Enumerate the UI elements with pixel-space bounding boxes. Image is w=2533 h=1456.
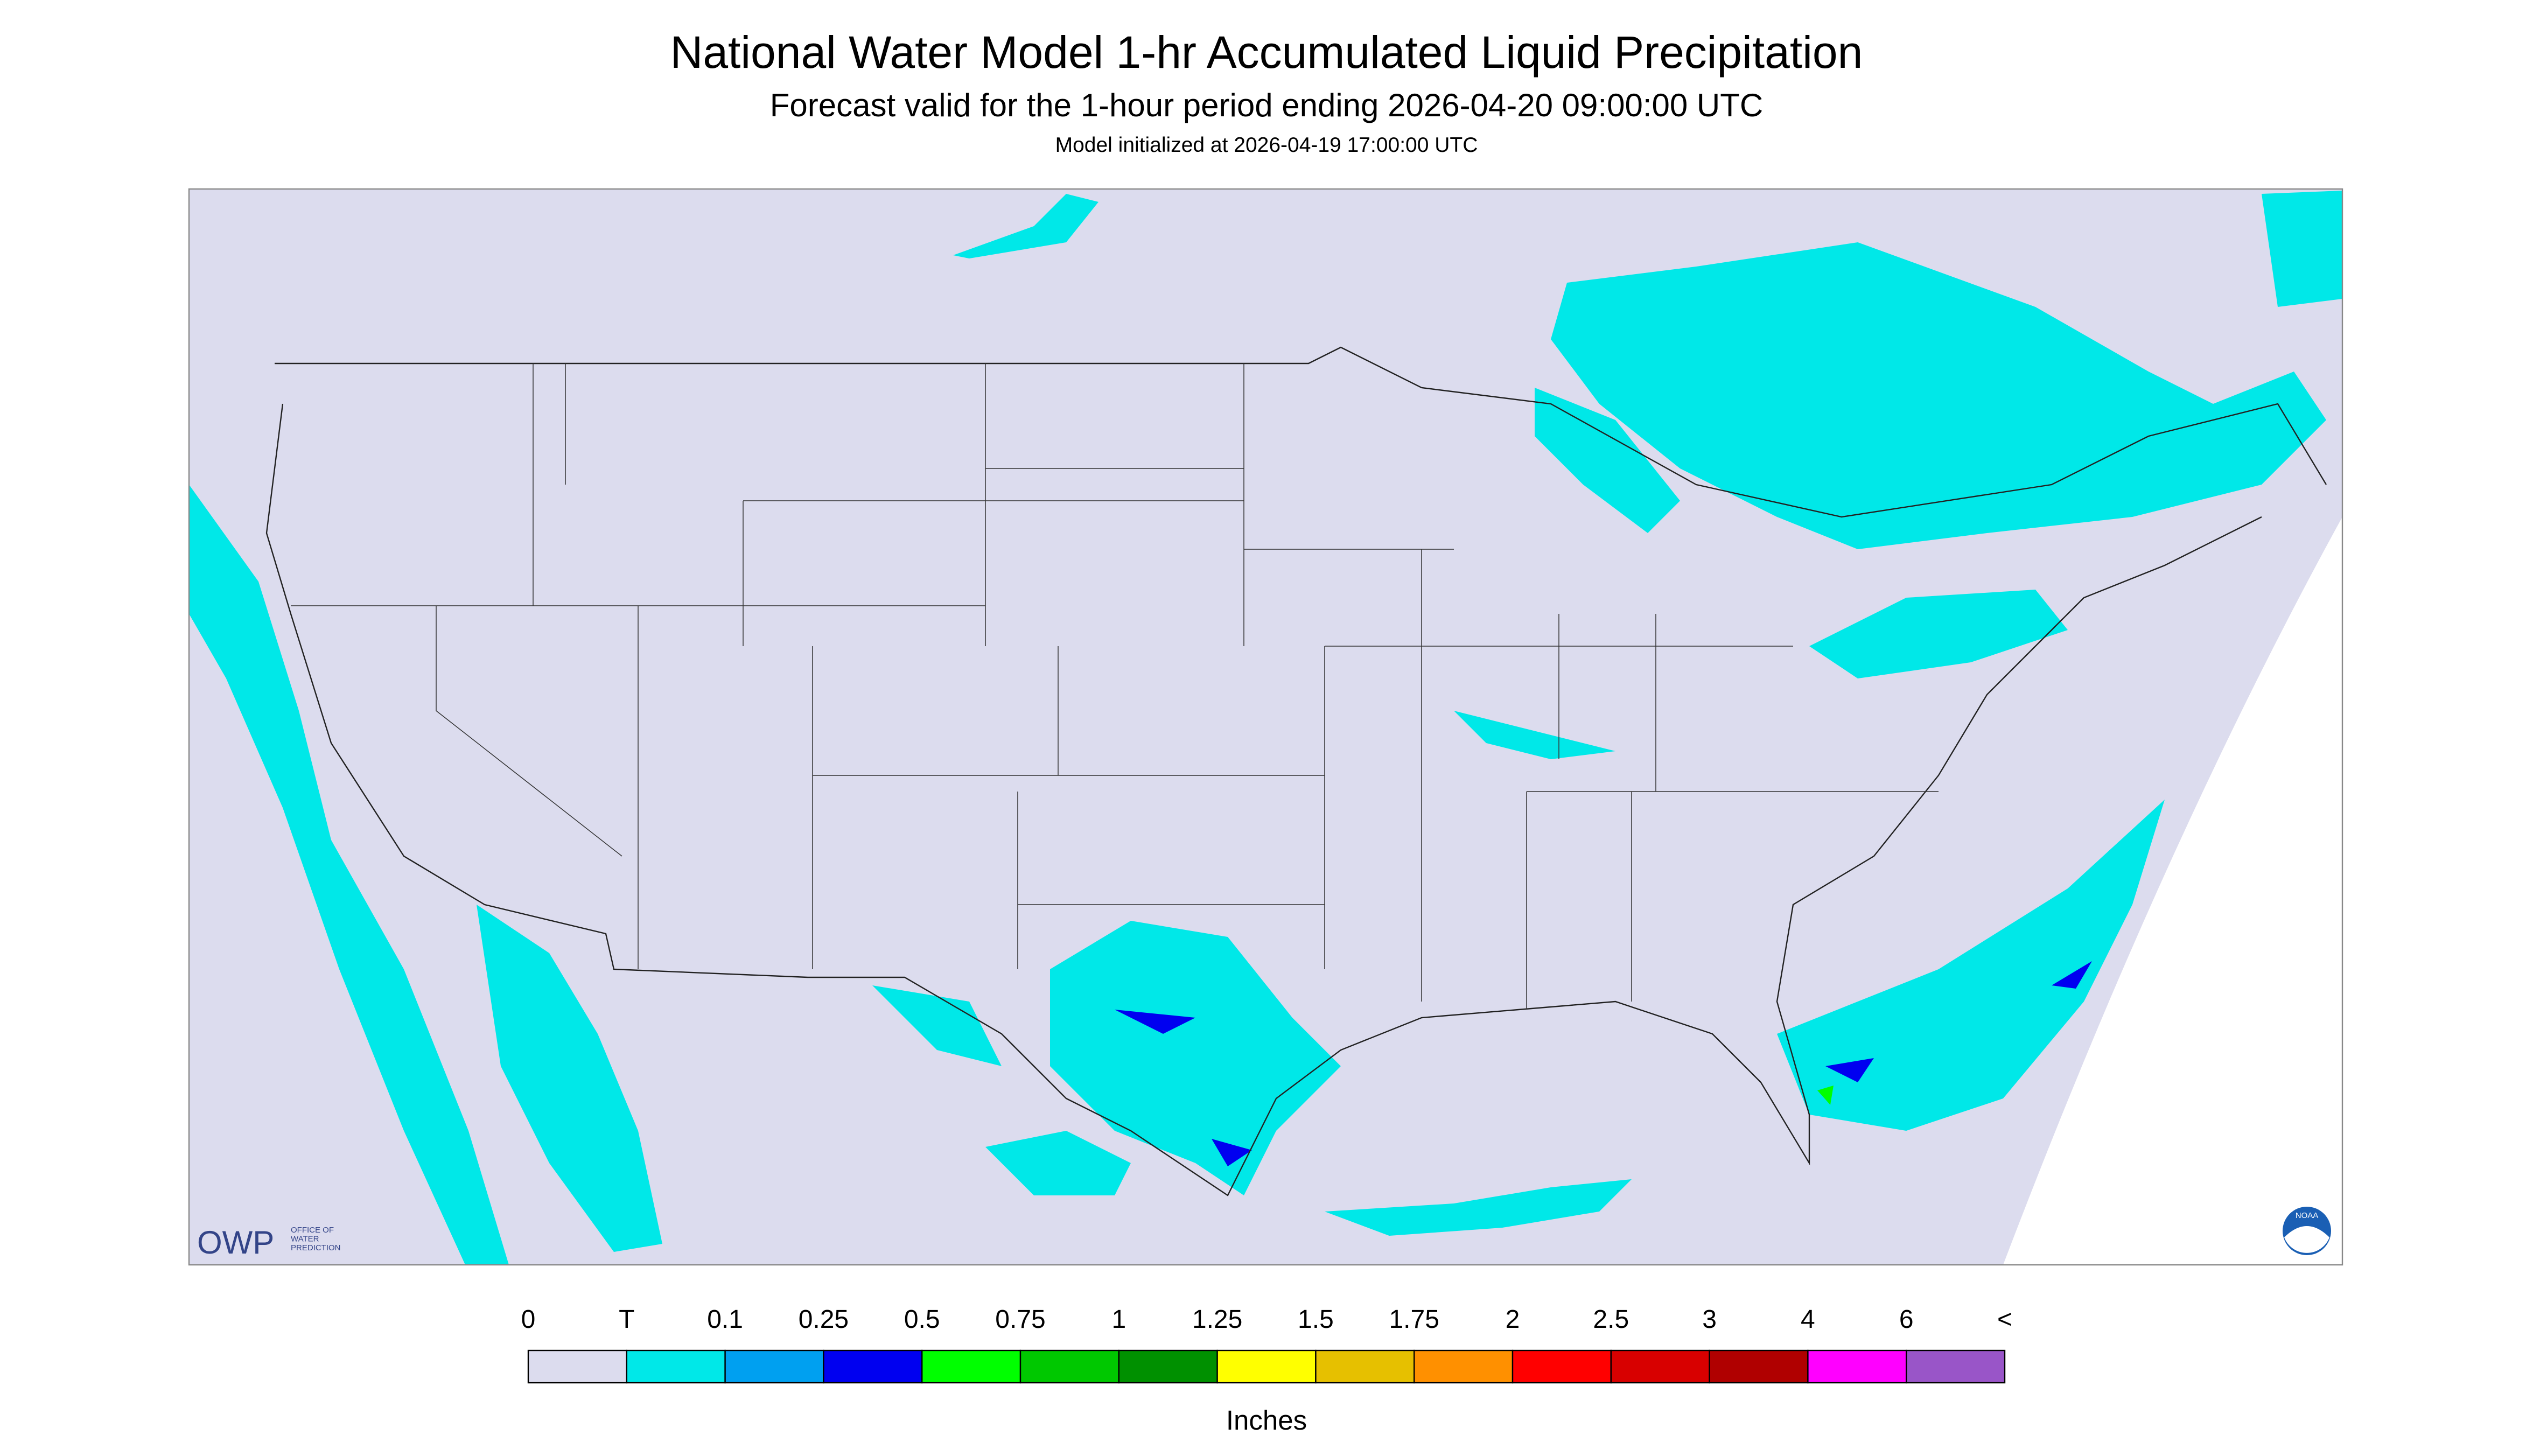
legend-swatch (1709, 1349, 1809, 1384)
legend-swatch (823, 1349, 923, 1384)
owp-subtext-line: OFFICE OF (291, 1226, 334, 1235)
legend-label: < (1997, 1305, 2012, 1334)
legend-swatch (626, 1349, 726, 1384)
legend-label: 0.75 (995, 1305, 1045, 1334)
legend-label: T (619, 1305, 634, 1334)
title: National Water Model 1-hr Accumulated Li… (670, 27, 1863, 78)
precipitation (189, 191, 2342, 1265)
legend-label: 6 (1899, 1305, 1914, 1334)
legend-label: 1 (1111, 1305, 1126, 1334)
legend-label: 1.25 (1192, 1305, 1242, 1334)
noaa-label: NOAA (2296, 1211, 2319, 1220)
legend-label: 0.1 (707, 1305, 743, 1334)
boundaries (265, 346, 2327, 1196)
legend-label: 0 (521, 1305, 536, 1334)
legend-label: 0.25 (799, 1305, 849, 1334)
legend-swatch (527, 1349, 628, 1384)
legend-swatch (921, 1349, 1021, 1384)
map-frame (188, 188, 2343, 1266)
legend: 0 T 0.1 0.25 0.5 0.75 1 1.25 1.5 1.75 2 2.5 3 4 6 < (521, 1305, 2012, 1384)
init-note: Model initialized at 2026-04-19 17:00:00… (1055, 134, 1478, 157)
legend-label: 3 (1702, 1305, 1717, 1334)
legend-swatch (1019, 1349, 1120, 1384)
out-of-domain (2003, 517, 2342, 1265)
legend-label: 1.5 (1298, 1305, 1334, 1334)
legend-swatch (1414, 1349, 1514, 1384)
legend-swatch (1315, 1349, 1415, 1384)
legend-swatch (1807, 1349, 1907, 1384)
legend-label: 2.5 (1593, 1305, 1629, 1334)
owp-logo: OWP (197, 1224, 274, 1261)
owp-subtext-line: WATER (291, 1235, 319, 1244)
noaa-logo-wave (2284, 1226, 2329, 1253)
legend-swatch (1216, 1349, 1317, 1384)
legend-label: 2 (1506, 1305, 1520, 1334)
legend-swatch (1610, 1349, 1710, 1384)
legend-label: 1.75 (1389, 1305, 1439, 1334)
legend-swatch (724, 1349, 824, 1384)
legend-label: 0.5 (904, 1305, 940, 1334)
legend-swatch (1512, 1349, 1612, 1384)
owp-subtext-line: PREDICTION (291, 1243, 341, 1252)
legend-swatch (1905, 1349, 2006, 1384)
legend-swatch (1118, 1349, 1218, 1384)
legend-label: 4 (1801, 1305, 1815, 1334)
legend-units: Inches (1226, 1405, 1307, 1436)
subtitle: Forecast valid for the 1-hour period end… (770, 87, 1763, 123)
